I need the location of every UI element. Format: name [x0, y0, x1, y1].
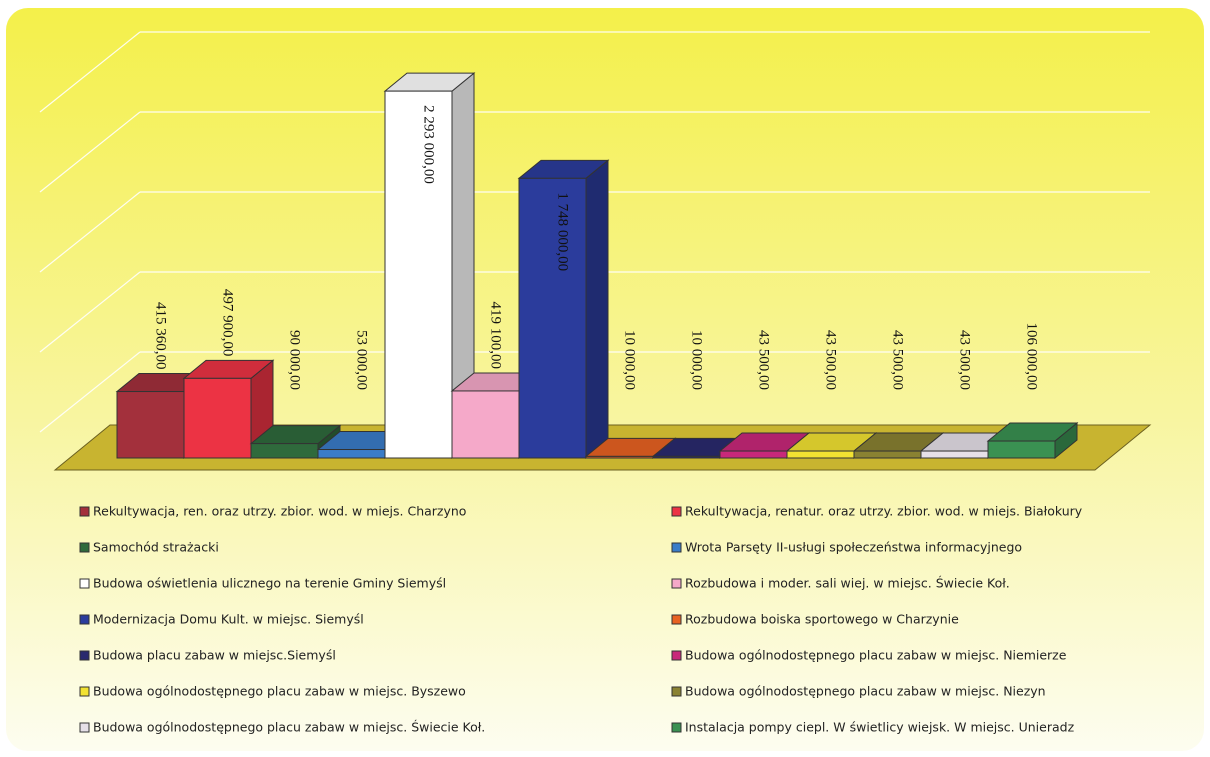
legend-swatch: [671, 578, 682, 589]
bar: [719, 450, 788, 459]
bar: [451, 390, 520, 459]
legend-label: Rekultywacja, renatur. oraz utrzy. zbior…: [685, 504, 1083, 519]
legend-swatch: [671, 722, 682, 733]
bar: [585, 455, 654, 459]
legend-swatch: [671, 506, 682, 517]
bar: [183, 377, 252, 459]
value-label: 90 000,00: [287, 330, 303, 390]
bar: [920, 450, 989, 459]
legend-swatch: [671, 614, 682, 625]
legend-swatch: [671, 542, 682, 553]
value-label: 10 000,00: [622, 330, 638, 390]
legend-label: Budowa ogólnodostępnego placu zabaw w mi…: [93, 720, 485, 735]
legend-label: Wrota Parsęty II-usługi społeczeństwa in…: [685, 540, 1022, 555]
value-label: 43 500,00: [823, 330, 839, 390]
legend-label: Modernizacja Domu Kult. w miejsc. Siemyś…: [93, 612, 364, 627]
value-label: 43 500,00: [890, 330, 906, 390]
legend-label: Budowa ogólnodostępnego placu zabaw w mi…: [685, 684, 1046, 699]
grid-line: [39, 31, 141, 113]
bar-side: [585, 159, 609, 460]
value-label: 106 000,00: [1024, 323, 1040, 391]
legend-label: Rozbudowa i moder. sali wiej. w miejsc. …: [685, 576, 1010, 591]
value-label: 1 748 000,00: [555, 192, 571, 271]
legend-swatch: [79, 542, 90, 553]
legend-label: Rozbudowa boiska sportowego w Charzynie: [685, 612, 959, 627]
value-label: 53 000,00: [354, 330, 370, 390]
bar: [786, 450, 855, 459]
grid-line: [39, 271, 141, 353]
legend-swatch: [79, 614, 90, 625]
legend-swatch: [671, 686, 682, 697]
legend-label: Rekultywacja, ren. oraz utrzy. zbior. wo…: [93, 504, 466, 519]
value-label: 43 500,00: [957, 330, 973, 390]
value-label: 415 360,00: [153, 302, 169, 370]
legend-swatch: [79, 686, 90, 697]
bar: [317, 449, 386, 459]
bar: [652, 455, 721, 459]
legend-label: Budowa placu zabaw w miejsc.Siemyśl: [93, 648, 336, 663]
legend-label: Budowa ogólnodostępnego placu zabaw w mi…: [685, 648, 1067, 663]
legend-label: Budowa ogólnodostępnego placu zabaw w mi…: [93, 684, 466, 699]
value-label: 2 293 000,00: [421, 105, 437, 184]
bar: [987, 440, 1056, 459]
legend-swatch: [79, 650, 90, 661]
legend-swatch: [79, 506, 90, 517]
legend-label: Instalacja pompy ciepl. W świetlicy wiej…: [685, 720, 1075, 735]
legend-label: Budowa oświetlenia ulicznego na terenie …: [93, 576, 446, 591]
bar: [853, 450, 922, 459]
value-label: 497 900,00: [220, 289, 236, 357]
legend-swatch: [671, 650, 682, 661]
legend-label: Samochód strażacki: [93, 540, 219, 555]
value-label: 10 000,00: [689, 330, 705, 390]
legend-swatch: [79, 578, 90, 589]
grid-line: [39, 191, 141, 273]
grid-line: [39, 111, 141, 193]
bar: [384, 90, 453, 459]
bar: [116, 391, 185, 459]
value-label: 419 100,00: [488, 301, 504, 369]
value-label: 43 500,00: [756, 330, 772, 390]
bar: [518, 177, 587, 459]
legend-swatch: [79, 722, 90, 733]
grid-line: [39, 351, 141, 433]
bar: [250, 443, 319, 459]
